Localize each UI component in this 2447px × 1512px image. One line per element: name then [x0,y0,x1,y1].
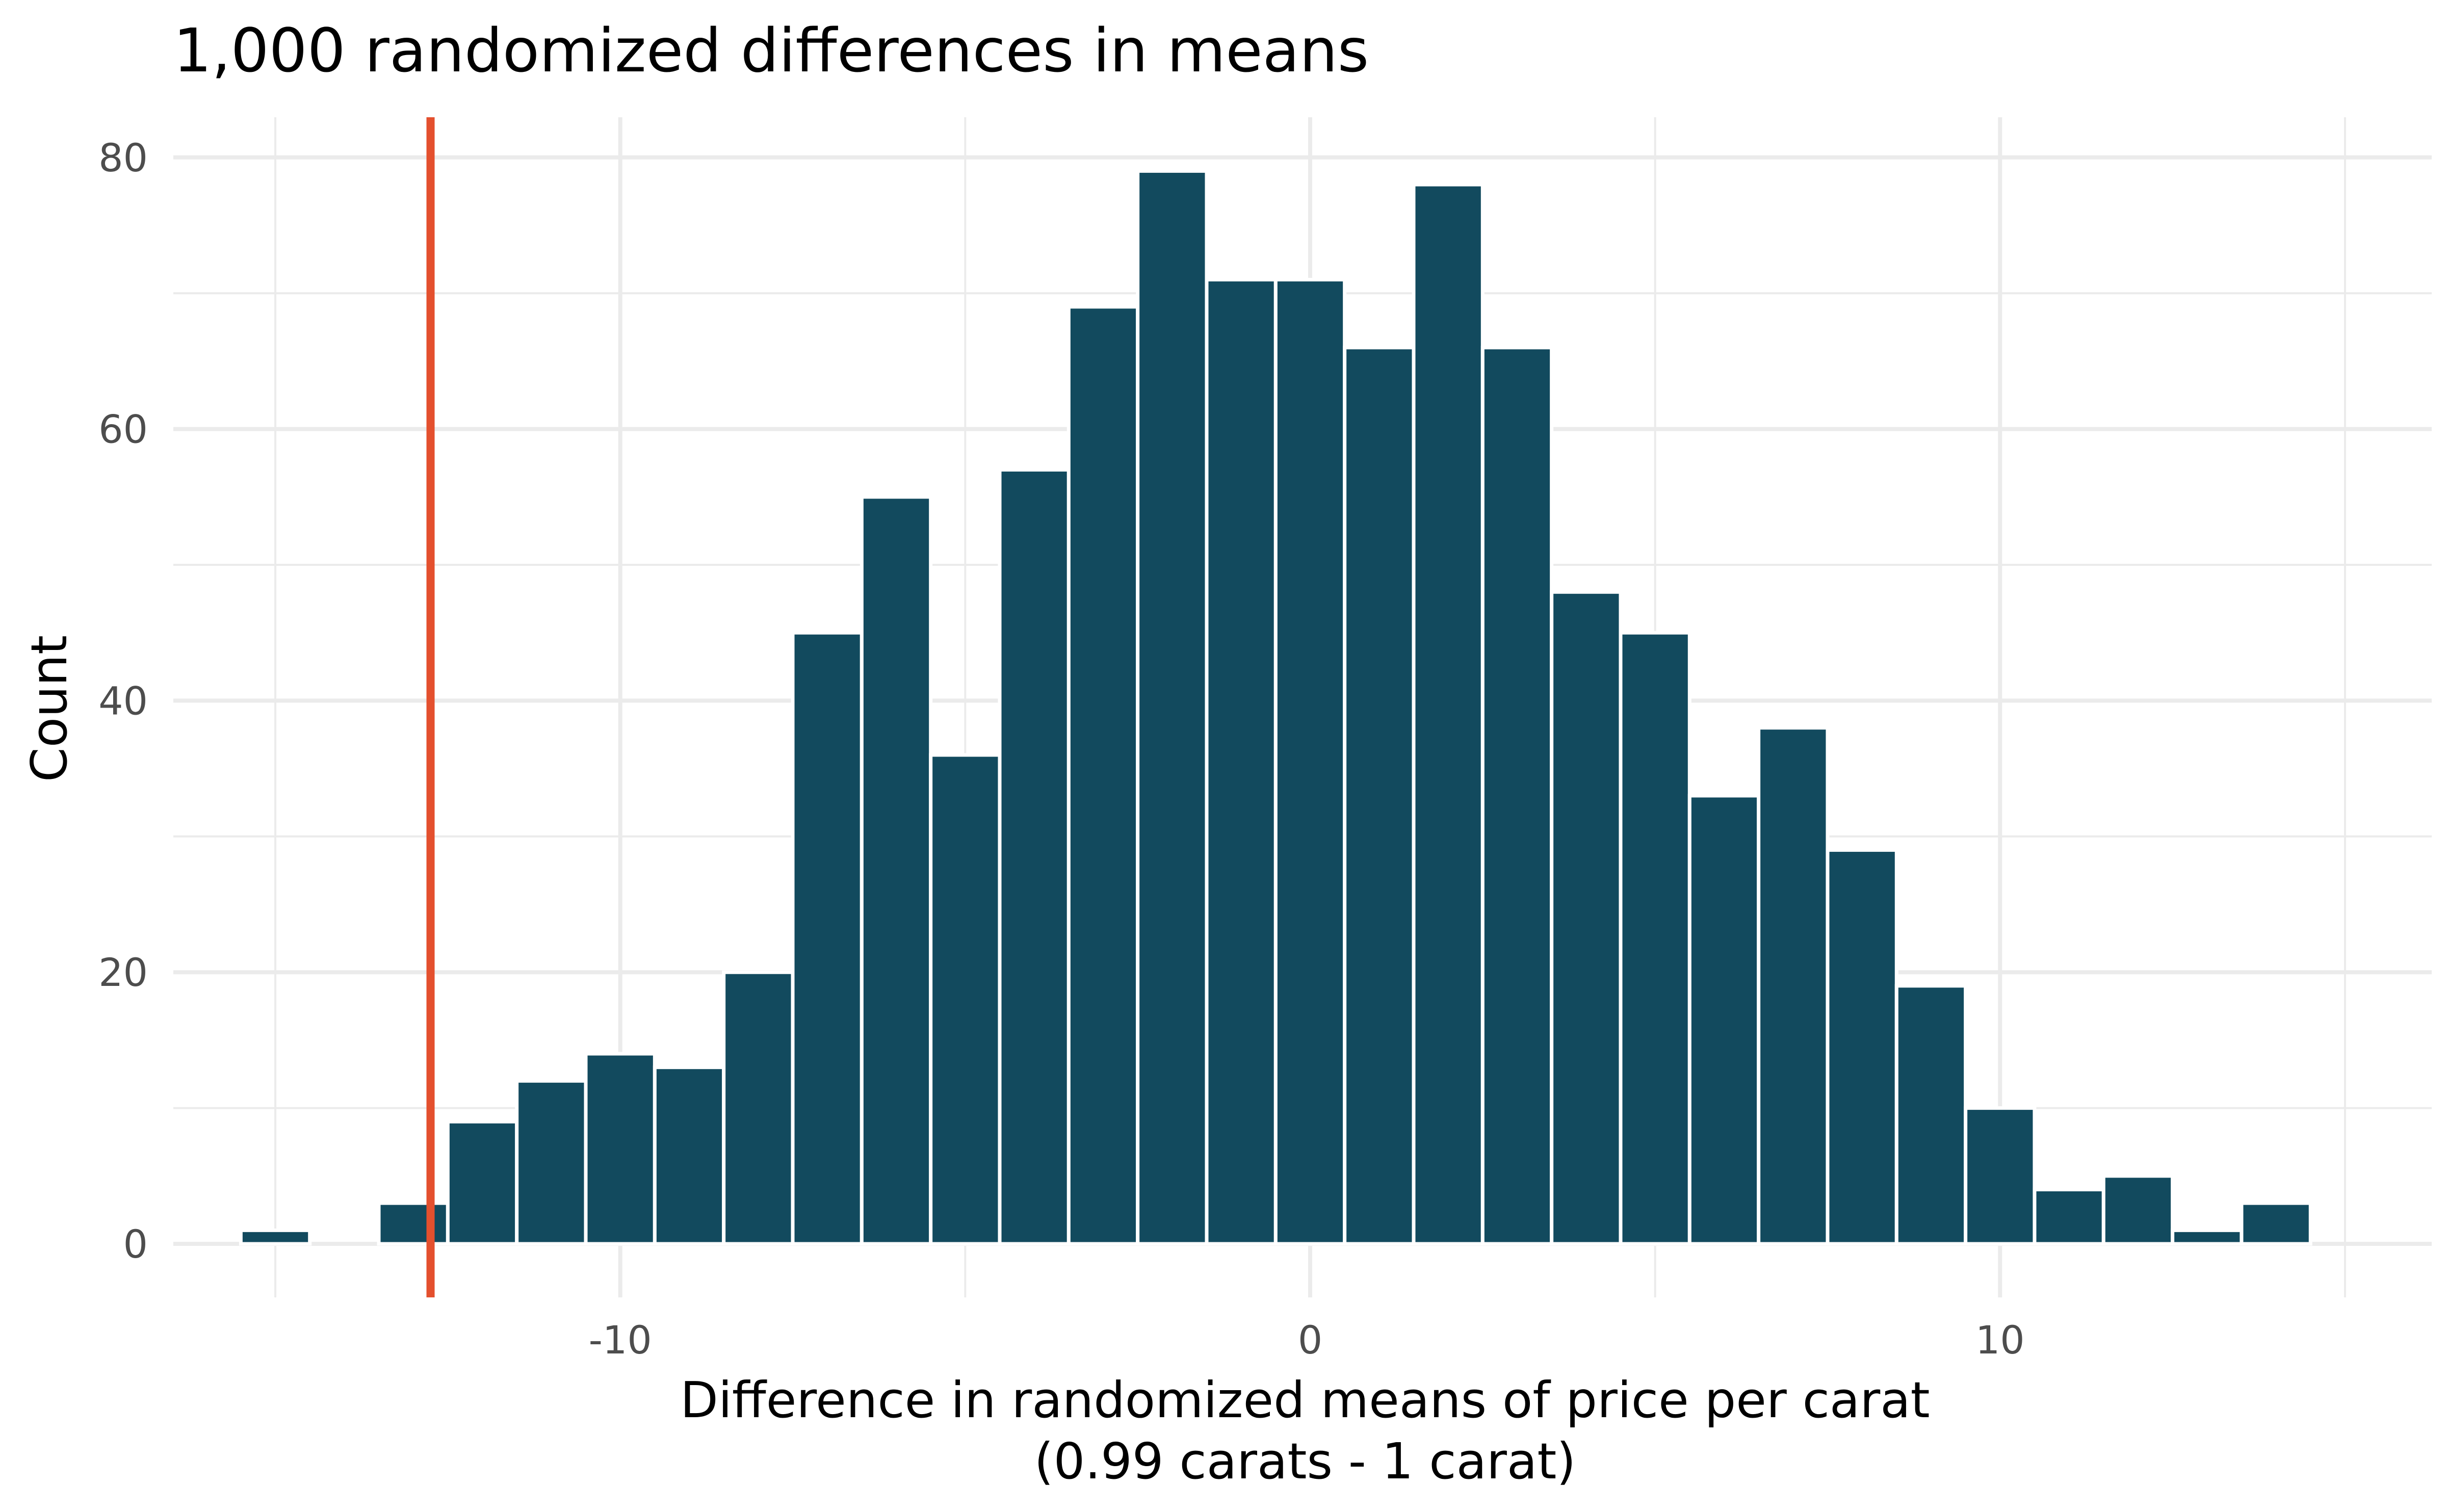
histogram-bar [1066,305,1140,1246]
histogram-bar [929,753,1002,1246]
histogram-bar [1273,278,1347,1246]
histogram-bar [1894,984,1968,1246]
histogram-bar [1757,726,1830,1246]
histogram-bar [791,631,864,1246]
histogram-bar [1550,590,1623,1246]
y-tick-label: 0 [123,1221,148,1267]
histogram-bar [653,1065,726,1246]
histogram-bar [446,1119,519,1246]
histogram-bar [377,1201,450,1246]
histogram-bar [1480,346,1554,1246]
y-tick-label: 40 [98,678,148,723]
histogram-bar [1964,1106,2037,1246]
histogram-bar [1687,794,1761,1246]
histogram-bars [239,169,2312,1246]
histogram-bar [2240,1201,2312,1246]
histogram-bar [1826,848,1898,1246]
histogram-bar [2171,1228,2244,1246]
histogram-bar [1205,278,1278,1246]
histogram-bar [860,495,933,1246]
y-tick-label: 80 [98,135,148,180]
chart-title: 1,000 randomized differences in means [173,15,1369,86]
y-axis-ticks: 0 20 40 60 80 [98,135,148,1267]
histogram-bar [2033,1187,2105,1246]
histogram-bar [584,1052,657,1246]
histogram-bar [722,970,795,1246]
histogram-bar [1619,631,1691,1246]
histogram-bar [1412,183,1485,1246]
x-tick-label: 10 [1975,1317,2025,1363]
histogram-bar [515,1079,588,1246]
histogram-bar [1136,169,1209,1246]
x-tick-label: 0 [1298,1317,1322,1363]
histogram-bar [1343,346,1416,1246]
y-axis-label: Count [20,635,78,782]
histogram-bar [2101,1174,2175,1246]
x-axis-ticks: -10 0 10 [589,1317,2025,1363]
histogram-bar [239,1228,312,1246]
y-tick-label: 20 [98,950,148,995]
x-tick-label: -10 [589,1317,652,1363]
y-tick-label: 60 [98,407,148,452]
x-axis-label-line2: (0.99 carats - 1 carat) [1034,1432,1576,1490]
x-axis-label: Difference in randomized means of price … [680,1371,1930,1429]
histogram-bar [998,468,1071,1246]
